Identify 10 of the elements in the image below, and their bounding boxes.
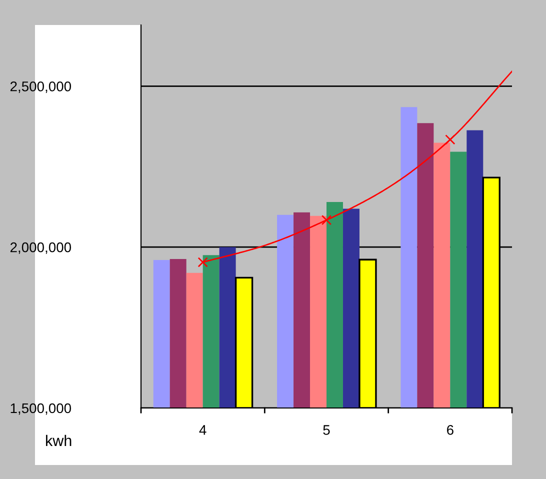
x-tick-label: 6 xyxy=(447,425,454,435)
y-tick-label: 1,500,000 xyxy=(10,403,72,415)
y-axis-title: kwh xyxy=(46,434,72,446)
point xyxy=(445,134,456,145)
y-tick-label: 2,000,000 xyxy=(10,242,72,254)
x-tick-label: 4 xyxy=(199,425,206,435)
point xyxy=(321,214,332,226)
x-tick-label: 5 xyxy=(323,425,330,435)
y-tick-label: 2,500,000 xyxy=(10,81,72,93)
point xyxy=(198,257,208,268)
